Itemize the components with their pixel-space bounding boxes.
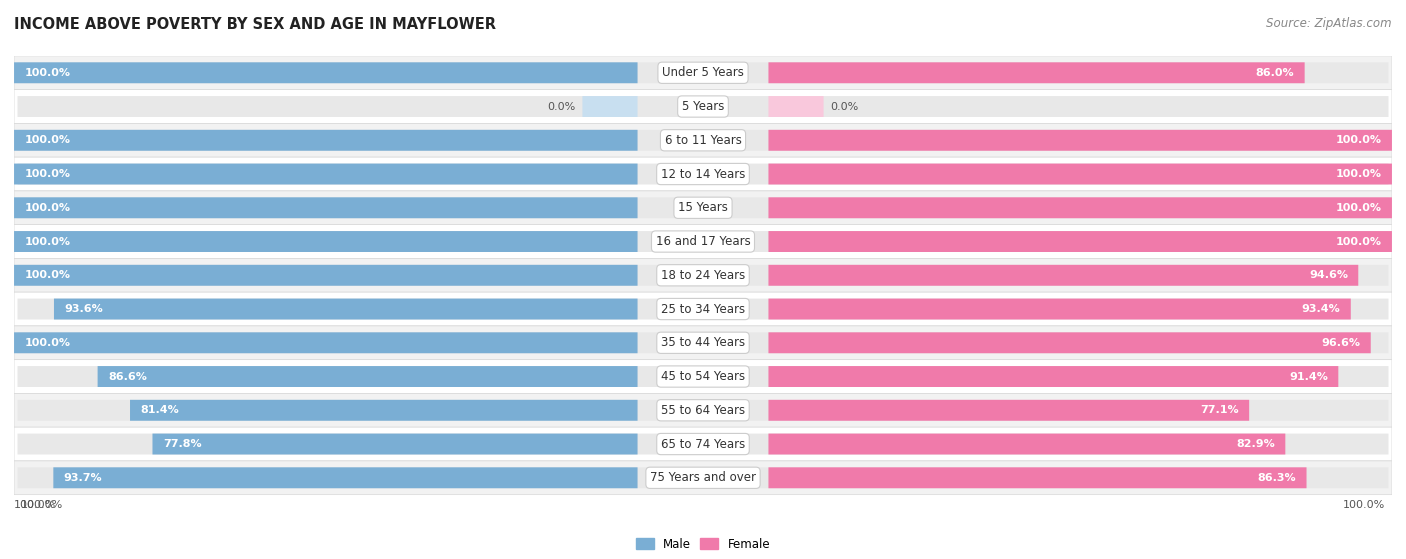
FancyBboxPatch shape (14, 332, 637, 353)
Text: 100.0%: 100.0% (14, 500, 56, 510)
FancyBboxPatch shape (14, 157, 1392, 191)
FancyBboxPatch shape (17, 130, 1389, 151)
FancyBboxPatch shape (14, 225, 1392, 258)
FancyBboxPatch shape (14, 394, 1392, 427)
FancyBboxPatch shape (17, 332, 1389, 353)
Text: 5 Years: 5 Years (682, 100, 724, 113)
Text: Source: ZipAtlas.com: Source: ZipAtlas.com (1267, 17, 1392, 30)
FancyBboxPatch shape (17, 197, 1389, 218)
Text: 86.3%: 86.3% (1257, 473, 1296, 483)
Text: 18 to 24 Years: 18 to 24 Years (661, 269, 745, 282)
Text: 6 to 11 Years: 6 to 11 Years (665, 134, 741, 147)
FancyBboxPatch shape (97, 366, 637, 387)
FancyBboxPatch shape (769, 366, 1339, 387)
Text: 100.0%: 100.0% (24, 169, 70, 179)
FancyBboxPatch shape (769, 96, 824, 117)
FancyBboxPatch shape (17, 400, 1389, 421)
FancyBboxPatch shape (769, 130, 1392, 151)
Text: 15 Years: 15 Years (678, 201, 728, 214)
FancyBboxPatch shape (14, 56, 1392, 89)
FancyBboxPatch shape (53, 467, 637, 488)
FancyBboxPatch shape (17, 265, 1389, 286)
FancyBboxPatch shape (17, 231, 1389, 252)
Text: 100.0%: 100.0% (24, 271, 70, 280)
FancyBboxPatch shape (14, 124, 1392, 157)
Text: 94.6%: 94.6% (1309, 271, 1348, 280)
Text: Under 5 Years: Under 5 Years (662, 67, 744, 79)
Text: 93.6%: 93.6% (65, 304, 103, 314)
FancyBboxPatch shape (14, 130, 637, 151)
Text: 93.7%: 93.7% (63, 473, 103, 483)
Text: INCOME ABOVE POVERTY BY SEX AND AGE IN MAYFLOWER: INCOME ABOVE POVERTY BY SEX AND AGE IN M… (14, 17, 496, 32)
FancyBboxPatch shape (17, 434, 1389, 454)
Text: 77.8%: 77.8% (163, 439, 201, 449)
Text: 35 to 44 Years: 35 to 44 Years (661, 337, 745, 349)
FancyBboxPatch shape (17, 96, 1389, 117)
FancyBboxPatch shape (14, 292, 1392, 326)
FancyBboxPatch shape (14, 258, 1392, 292)
Text: 12 to 14 Years: 12 to 14 Years (661, 168, 745, 181)
FancyBboxPatch shape (14, 164, 637, 184)
Text: 100.0%: 100.0% (24, 135, 70, 145)
Text: 100.0%: 100.0% (21, 500, 63, 510)
Text: 55 to 64 Years: 55 to 64 Years (661, 404, 745, 417)
FancyBboxPatch shape (769, 164, 1392, 184)
Text: 91.4%: 91.4% (1289, 372, 1329, 382)
FancyBboxPatch shape (14, 326, 1392, 359)
Text: 16 and 17 Years: 16 and 17 Years (655, 235, 751, 248)
FancyBboxPatch shape (769, 265, 1358, 286)
FancyBboxPatch shape (14, 191, 1392, 225)
Text: 65 to 74 Years: 65 to 74 Years (661, 438, 745, 451)
Text: 100.0%: 100.0% (24, 68, 70, 78)
FancyBboxPatch shape (769, 400, 1249, 421)
FancyBboxPatch shape (17, 164, 1389, 184)
FancyBboxPatch shape (769, 434, 1285, 454)
FancyBboxPatch shape (14, 427, 1392, 461)
Text: 75 Years and over: 75 Years and over (650, 471, 756, 484)
Text: 0.0%: 0.0% (547, 102, 575, 112)
FancyBboxPatch shape (17, 366, 1389, 387)
FancyBboxPatch shape (17, 299, 1389, 320)
FancyBboxPatch shape (14, 89, 1392, 124)
FancyBboxPatch shape (152, 434, 637, 454)
Text: 86.0%: 86.0% (1256, 68, 1295, 78)
FancyBboxPatch shape (14, 197, 637, 218)
Legend: Male, Female: Male, Female (631, 533, 775, 555)
Text: 100.0%: 100.0% (1336, 135, 1382, 145)
Text: 82.9%: 82.9% (1236, 439, 1275, 449)
Text: 0.0%: 0.0% (831, 102, 859, 112)
Text: 96.6%: 96.6% (1322, 338, 1361, 348)
FancyBboxPatch shape (769, 299, 1351, 320)
FancyBboxPatch shape (769, 62, 1305, 83)
FancyBboxPatch shape (14, 265, 637, 286)
Text: 100.0%: 100.0% (1343, 500, 1385, 510)
FancyBboxPatch shape (17, 62, 1389, 83)
FancyBboxPatch shape (14, 461, 1392, 495)
FancyBboxPatch shape (14, 359, 1392, 394)
Text: 77.1%: 77.1% (1201, 405, 1239, 415)
Text: 100.0%: 100.0% (1336, 203, 1382, 213)
FancyBboxPatch shape (582, 96, 637, 117)
FancyBboxPatch shape (53, 299, 637, 320)
Text: 100.0%: 100.0% (1336, 236, 1382, 247)
Text: 100.0%: 100.0% (24, 236, 70, 247)
Text: 86.6%: 86.6% (108, 372, 146, 382)
FancyBboxPatch shape (769, 332, 1371, 353)
FancyBboxPatch shape (14, 62, 637, 83)
FancyBboxPatch shape (14, 231, 637, 252)
FancyBboxPatch shape (129, 400, 637, 421)
Text: 25 to 34 Years: 25 to 34 Years (661, 302, 745, 315)
Text: 45 to 54 Years: 45 to 54 Years (661, 370, 745, 383)
Text: 100.0%: 100.0% (1336, 169, 1382, 179)
FancyBboxPatch shape (17, 467, 1389, 488)
FancyBboxPatch shape (769, 197, 1392, 218)
FancyBboxPatch shape (769, 231, 1392, 252)
Text: 93.4%: 93.4% (1302, 304, 1340, 314)
FancyBboxPatch shape (769, 467, 1306, 488)
Text: 100.0%: 100.0% (24, 338, 70, 348)
Text: 81.4%: 81.4% (141, 405, 179, 415)
Text: 100.0%: 100.0% (24, 203, 70, 213)
